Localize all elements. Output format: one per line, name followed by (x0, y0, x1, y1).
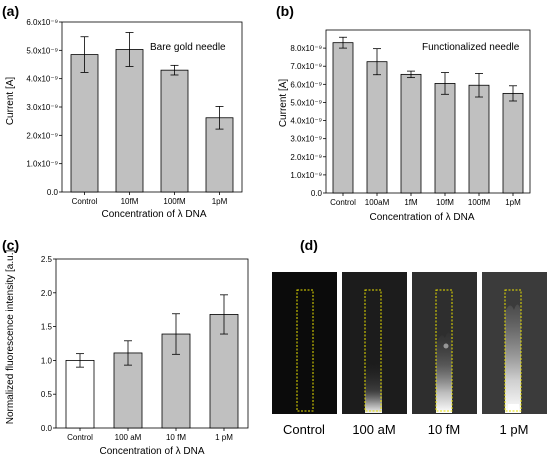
bar (332, 42, 354, 194)
micrograph-100am (342, 272, 407, 414)
y-tick-label: 1.0 (41, 356, 53, 365)
bar-chart-c: 0.0 0.5 1.0 1.5 2.0 2.5 Control 100 aM 10 fM 1 pM (41, 255, 249, 442)
x-tick-label: 1pM (505, 198, 521, 207)
x-tick-label: 10fM (436, 198, 454, 207)
highlight-box (364, 289, 382, 412)
bar-chart-b: 0.0 1.0x10⁻⁹ 2.0x10⁻⁹ 3.0x10⁻⁹ 4.0x10⁻⁹ 5.0x1… (290, 29, 531, 207)
bar (468, 84, 490, 194)
x-tick-label: Control (72, 197, 98, 206)
y-tick-label: 2.5 (41, 255, 53, 264)
x-tick-label: Control (67, 433, 93, 442)
y-axis-title-b: Current [A] (278, 79, 289, 128)
bar (434, 83, 456, 194)
bar (160, 69, 189, 193)
photo-label-100am: 100 aM (352, 422, 395, 437)
highlight-box (504, 289, 522, 412)
panel-c: (c) 0.0 0.5 1.0 1.5 2.0 2.5 Control 100 aM 10 fM… (2, 237, 249, 457)
x-tick-label: 100 aM (115, 433, 142, 442)
y-tick-label: 7.0x10⁻⁹ (290, 62, 322, 71)
y-tick-label: 4.0x10⁻⁹ (290, 117, 322, 126)
panel-d: (d) Control 100 aM 10 fM 1 pM (272, 237, 547, 437)
x-tick-label: 100fM (163, 197, 186, 206)
y-tick-label: 3.0x10⁻⁹ (290, 135, 322, 144)
panel-a: (a) Bare gold needle 0.0 1.0x10⁻⁹ 2.0x10⁻⁹… (2, 3, 243, 220)
photo-label-10fm: 10 fM (428, 422, 461, 437)
bar (113, 352, 143, 429)
y-tick-label: 0.0 (47, 188, 59, 197)
y-tick-label: 0.0 (41, 424, 53, 433)
y-tick-label: 0.5 (41, 390, 53, 399)
x-tick-label: 1pM (212, 197, 228, 206)
x-axis-title-c: Concentration of λ DNA (99, 446, 204, 457)
panel-letter-a: (a) (2, 3, 19, 19)
annotation-a: Bare gold needle (150, 42, 226, 53)
highlight-box (296, 289, 314, 412)
photo-label-1pm: 1 pM (500, 422, 529, 437)
micrograph-1pm (482, 272, 547, 414)
panel-b: (b) Functionalized needle 0.0 1.0x10⁻⁹ 2.0… (276, 3, 531, 223)
bar (70, 54, 99, 193)
y-tick-label: 6.0x10⁻⁹ (26, 18, 58, 27)
y-tick-label: 4.0x10⁻⁹ (26, 75, 58, 84)
y-axis-title-c: Normalized fluorescence intensity [a.u.] (5, 250, 16, 425)
plot-frame (55, 258, 249, 429)
bar (502, 92, 524, 194)
plot-frame (325, 29, 531, 194)
panel-letter-d: (d) (300, 237, 318, 253)
y-tick-label: 1.5 (41, 323, 53, 332)
x-tick-label: 10 fM (166, 433, 186, 442)
y-tick-label: 5.0x10⁻⁹ (290, 98, 322, 107)
y-axis-title-a: Current [A] (5, 77, 16, 126)
y-tick-label: 2.0 (41, 289, 53, 298)
x-tick-label: Control (330, 198, 356, 207)
y-tick-label: 3.0x10⁻⁹ (26, 103, 58, 112)
x-tick-label: 100fM (468, 198, 491, 207)
bar (400, 73, 422, 194)
micrograph-10fm (412, 272, 477, 414)
x-axis-title-a: Concentration of λ DNA (101, 209, 206, 220)
highlight-box (435, 289, 453, 412)
y-tick-label: 5.0x10⁻⁹ (26, 46, 58, 55)
y-tick-label: 2.0x10⁻⁹ (290, 153, 322, 162)
panel-letter-c: (c) (2, 237, 19, 253)
bar (115, 49, 144, 193)
y-tick-label: 1.0x10⁻⁹ (26, 160, 58, 169)
annotation-b: Functionalized needle (422, 42, 520, 53)
y-tick-label: 6.0x10⁻⁹ (290, 80, 322, 89)
y-tick-label: 8.0x10⁻⁹ (290, 44, 322, 53)
micrograph-control (272, 272, 337, 414)
bar-chart-a: 0.0 1.0x10⁻⁹ 2.0x10⁻⁹ 3.0x10⁻⁹ 4.0x10⁻⁹ 5.0x1… (26, 18, 243, 206)
x-tick-label: 1fM (404, 198, 418, 207)
x-tick-label: 10fM (121, 197, 139, 206)
bar (366, 61, 388, 194)
x-axis-title-b: Concentration of λ DNA (369, 212, 474, 223)
panel-letter-b: (b) (276, 3, 294, 19)
bar (65, 359, 95, 429)
photo-label-control: Control (283, 422, 325, 437)
x-tick-label: 1 pM (215, 433, 233, 442)
y-tick-label: 0.0 (311, 189, 323, 198)
y-tick-label: 2.0x10⁻⁹ (26, 131, 58, 140)
x-tick-label: 100aM (365, 198, 390, 207)
y-tick-label: 1.0x10⁻⁹ (290, 171, 322, 180)
